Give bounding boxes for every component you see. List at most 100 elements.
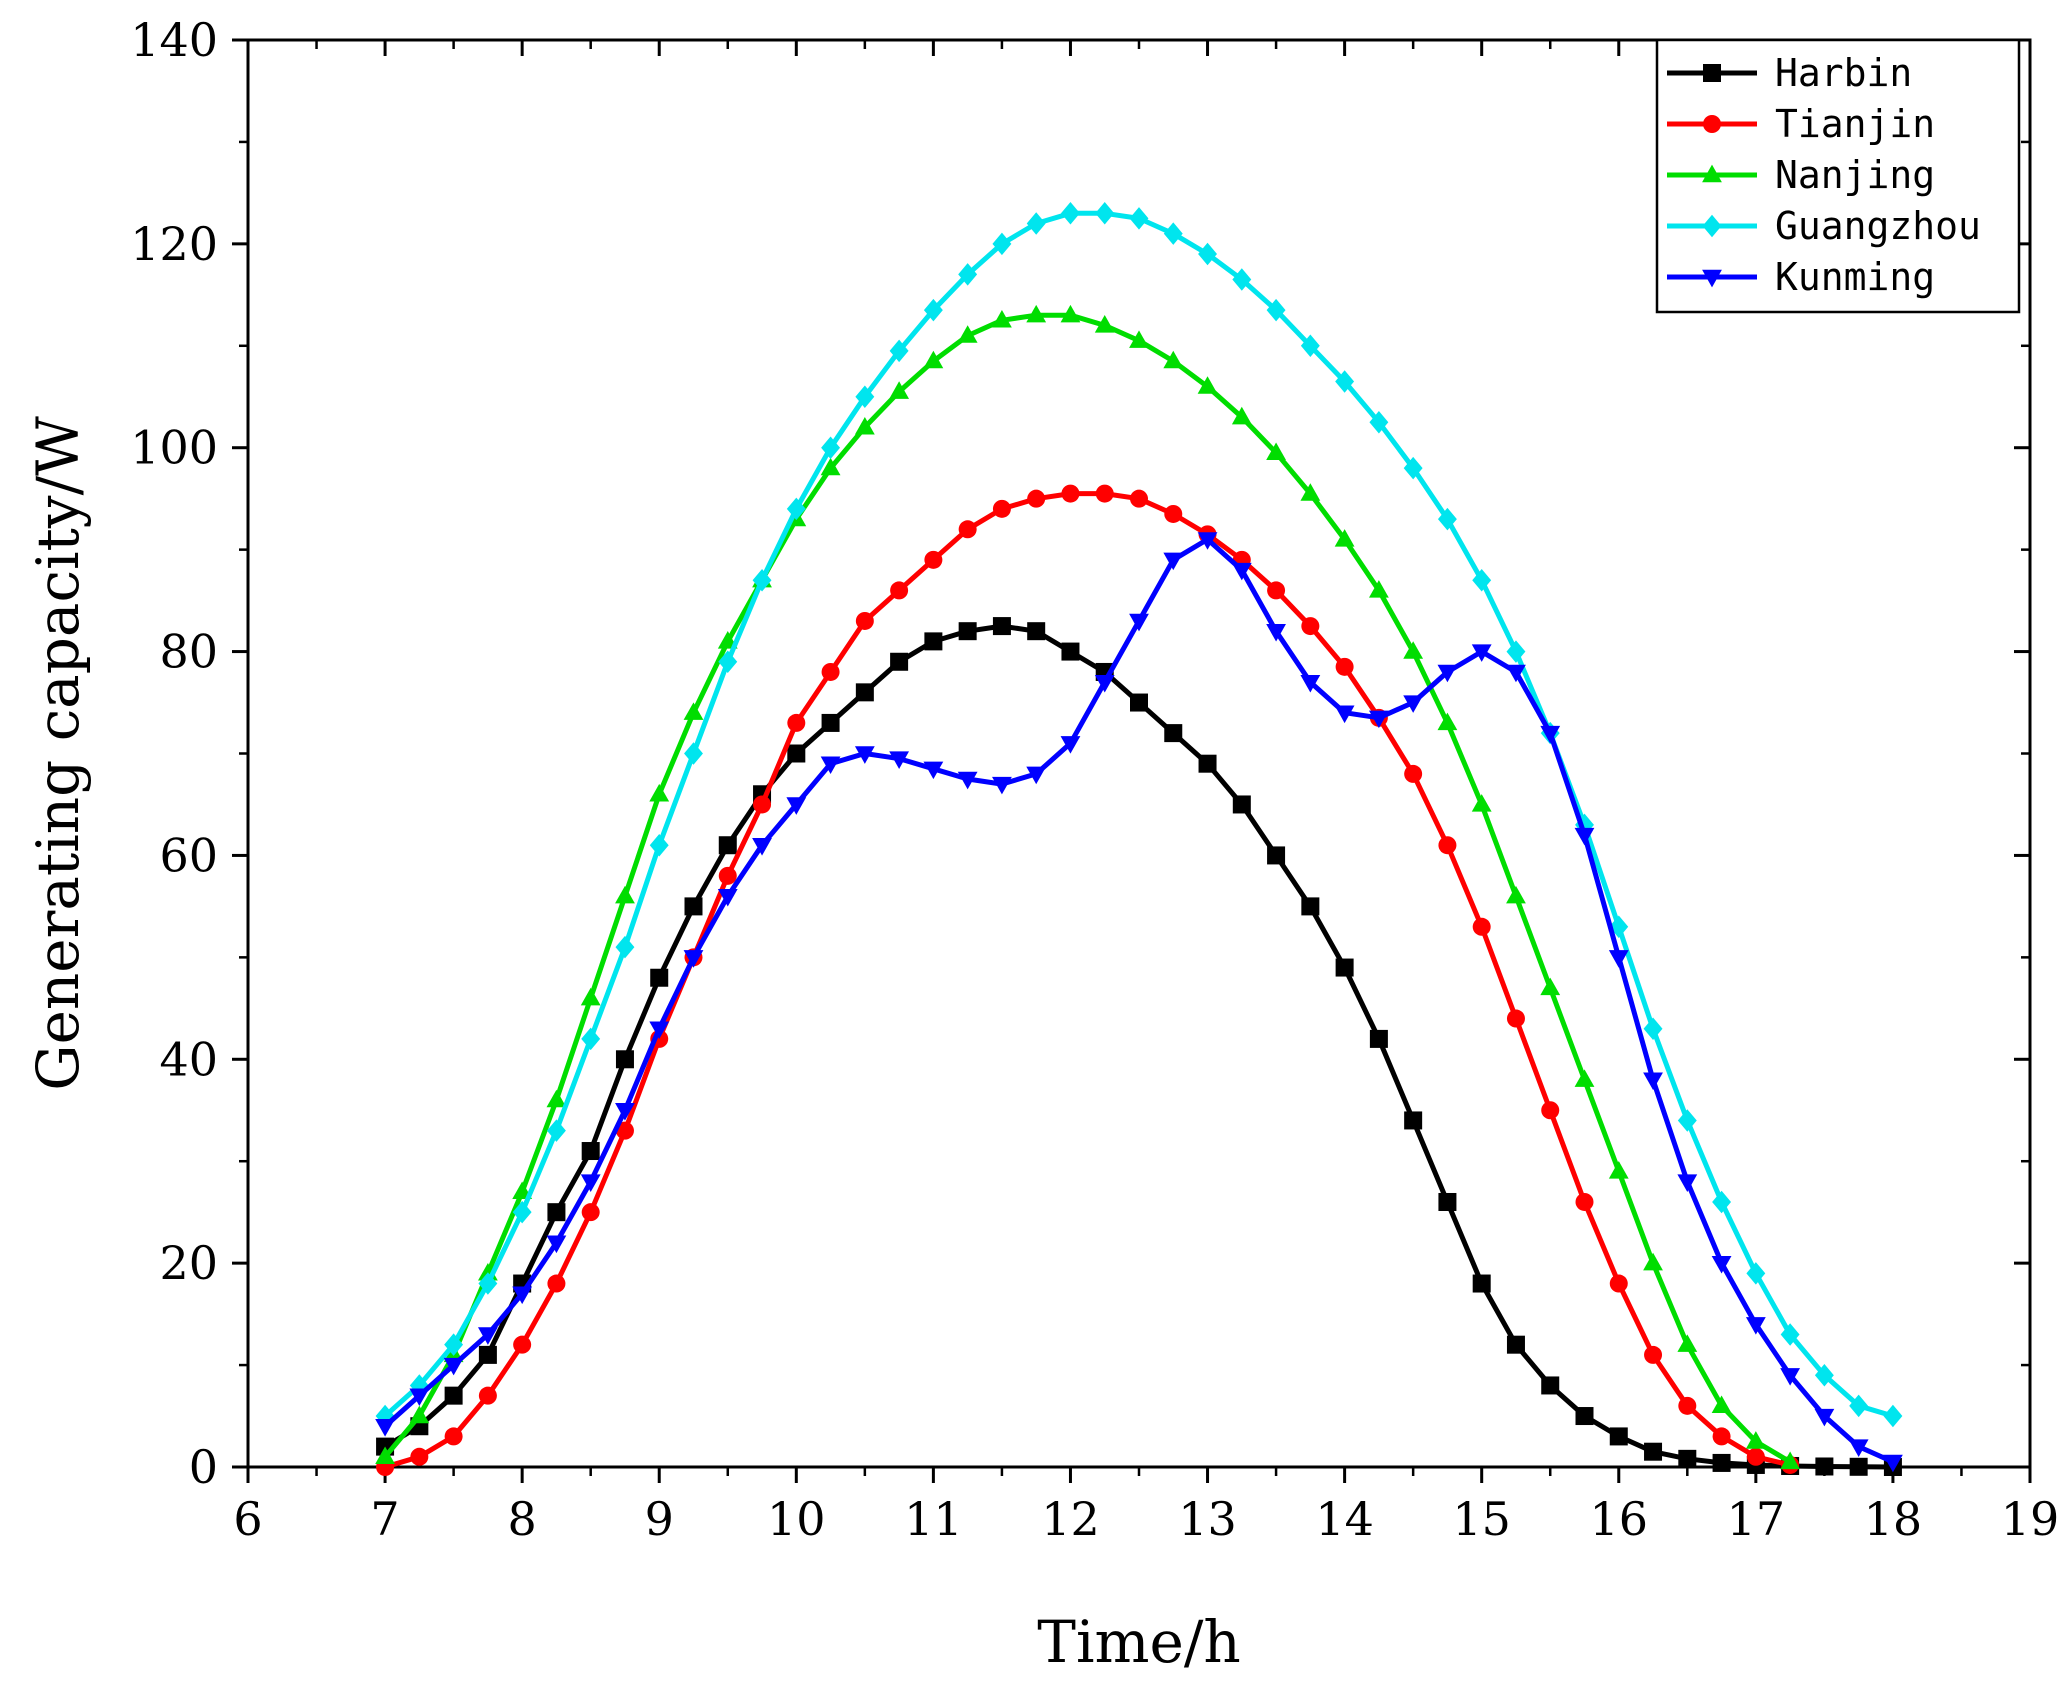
data-point-kunming [752, 838, 772, 856]
data-point-nanjing [1231, 406, 1252, 425]
legend-label-harbin: Harbin [1775, 51, 1912, 95]
data-point-harbin [821, 713, 840, 732]
data-point-kunming [1163, 552, 1184, 571]
data-point-guangzhou [649, 833, 669, 857]
series-nanjing [375, 304, 1801, 1470]
x-tick-label: 17 [1727, 1492, 1786, 1546]
data-point-tianjin [1678, 1396, 1697, 1415]
data-point-kunming [717, 889, 738, 907]
data-point-kunming [1540, 725, 1561, 744]
data-point-nanjing [1437, 712, 1458, 731]
data-point-harbin [1267, 846, 1286, 865]
data-point-nanjing [1060, 304, 1081, 323]
data-point-kunming [375, 1419, 395, 1437]
data-point-nanjing [1129, 330, 1149, 348]
data-point-kunming [1711, 1255, 1732, 1274]
data-point-tianjin [718, 866, 737, 885]
data-point-harbin [1678, 1449, 1697, 1468]
data-point-tianjin [821, 662, 840, 681]
legend-label-kunming: Kunming [1775, 255, 1935, 299]
data-point-harbin [1369, 1029, 1388, 1048]
x-tick-label: 7 [370, 1492, 399, 1546]
data-point-harbin [650, 968, 669, 987]
data-point-guangzhou [1643, 1017, 1663, 1040]
data-point-tianjin [1404, 764, 1423, 783]
y-tick-label: 0 [189, 1440, 218, 1494]
x-tick-label: 16 [1589, 1492, 1648, 1546]
data-point-tianjin [1095, 484, 1114, 503]
data-point-guangzhou [1026, 212, 1046, 235]
data-point-kunming [1368, 710, 1389, 729]
data-point-nanjing [854, 416, 875, 435]
data-point-nanjing [1574, 1069, 1595, 1087]
legend-label-tianjin: Tianjin [1775, 102, 1935, 146]
data-point-tianjin [1335, 657, 1354, 676]
data-point-harbin [1644, 1442, 1663, 1461]
y-tick-label: 140 [130, 13, 218, 67]
data-point-harbin [444, 1386, 463, 1405]
data-point-tianjin [410, 1447, 429, 1466]
data-point-guangzhou [855, 385, 875, 408]
y-tick-label: 120 [130, 217, 218, 271]
y-axis-title: Generating capacity/W [24, 416, 92, 1091]
data-point-kunming [477, 1327, 498, 1345]
series-line-nanjing [382, 312, 1793, 1465]
data-point-tianjin [1644, 1345, 1663, 1364]
data-point-kunming [1814, 1408, 1835, 1427]
data-point-guangzhou [1403, 456, 1423, 480]
x-tick-label: 15 [1452, 1492, 1511, 1546]
data-point-kunming [820, 756, 841, 775]
x-tick-label: 11 [904, 1492, 963, 1546]
data-point-guangzhou [1300, 334, 1320, 358]
data-point-guangzhou [889, 339, 909, 363]
legend-marker-kunming [1702, 269, 1722, 288]
series-tianjin [376, 484, 1800, 1476]
series-guangzhou [375, 202, 1903, 1428]
data-point-harbin [1061, 642, 1080, 661]
data-point-guangzhou [1163, 222, 1183, 245]
data-point-kunming [1745, 1317, 1766, 1335]
data-point-guangzhou [1849, 1394, 1869, 1418]
data-point-kunming [1266, 623, 1286, 642]
data-point-nanjing [1266, 442, 1286, 461]
data-point-harbin [1472, 1274, 1491, 1293]
data-point-tianjin [1130, 489, 1148, 508]
data-point-nanjing [992, 309, 1012, 328]
data-point-tianjin [1506, 1009, 1525, 1028]
y-tick-label: 60 [159, 828, 218, 882]
data-point-tianjin [958, 520, 977, 539]
data-point-nanjing [683, 702, 704, 720]
data-point-nanjing [957, 325, 978, 343]
data-point-harbin [1027, 622, 1046, 641]
series-line-harbin [382, 623, 1896, 1470]
data-point-kunming [1334, 705, 1355, 724]
data-point-guangzhou [581, 1027, 601, 1051]
data-point-tianjin [615, 1121, 634, 1140]
data-point-tianjin [1027, 489, 1046, 508]
data-point-tianjin [513, 1335, 532, 1354]
data-point-tianjin [547, 1274, 566, 1293]
data-point-harbin [1232, 795, 1251, 814]
x-tick-label: 12 [1041, 1492, 1100, 1546]
data-point-guangzhou [718, 650, 738, 674]
data-point-kunming [409, 1388, 430, 1406]
x-tick-label: 10 [767, 1492, 826, 1546]
data-point-guangzhou [992, 232, 1012, 256]
x-tick-label: 13 [1178, 1492, 1237, 1546]
data-point-nanjing [1711, 1395, 1732, 1414]
data-point-guangzhou [1712, 1190, 1732, 1214]
data-point-harbin [478, 1345, 497, 1364]
data-point-nanjing [1471, 794, 1492, 812]
data-point-harbin [718, 836, 737, 855]
data-point-guangzhou [1609, 915, 1629, 939]
data-point-nanjing [1540, 977, 1561, 996]
data-point-tianjin [1438, 836, 1457, 855]
data-point-nanjing [1745, 1431, 1766, 1449]
data-point-harbin [615, 1050, 634, 1069]
data-point-harbin [1164, 724, 1183, 743]
x-tick-label: 6 [233, 1492, 262, 1546]
data-point-harbin [684, 897, 703, 916]
data-point-guangzhou [1506, 640, 1526, 663]
legend-label-nanjing: Nanjing [1775, 153, 1935, 197]
